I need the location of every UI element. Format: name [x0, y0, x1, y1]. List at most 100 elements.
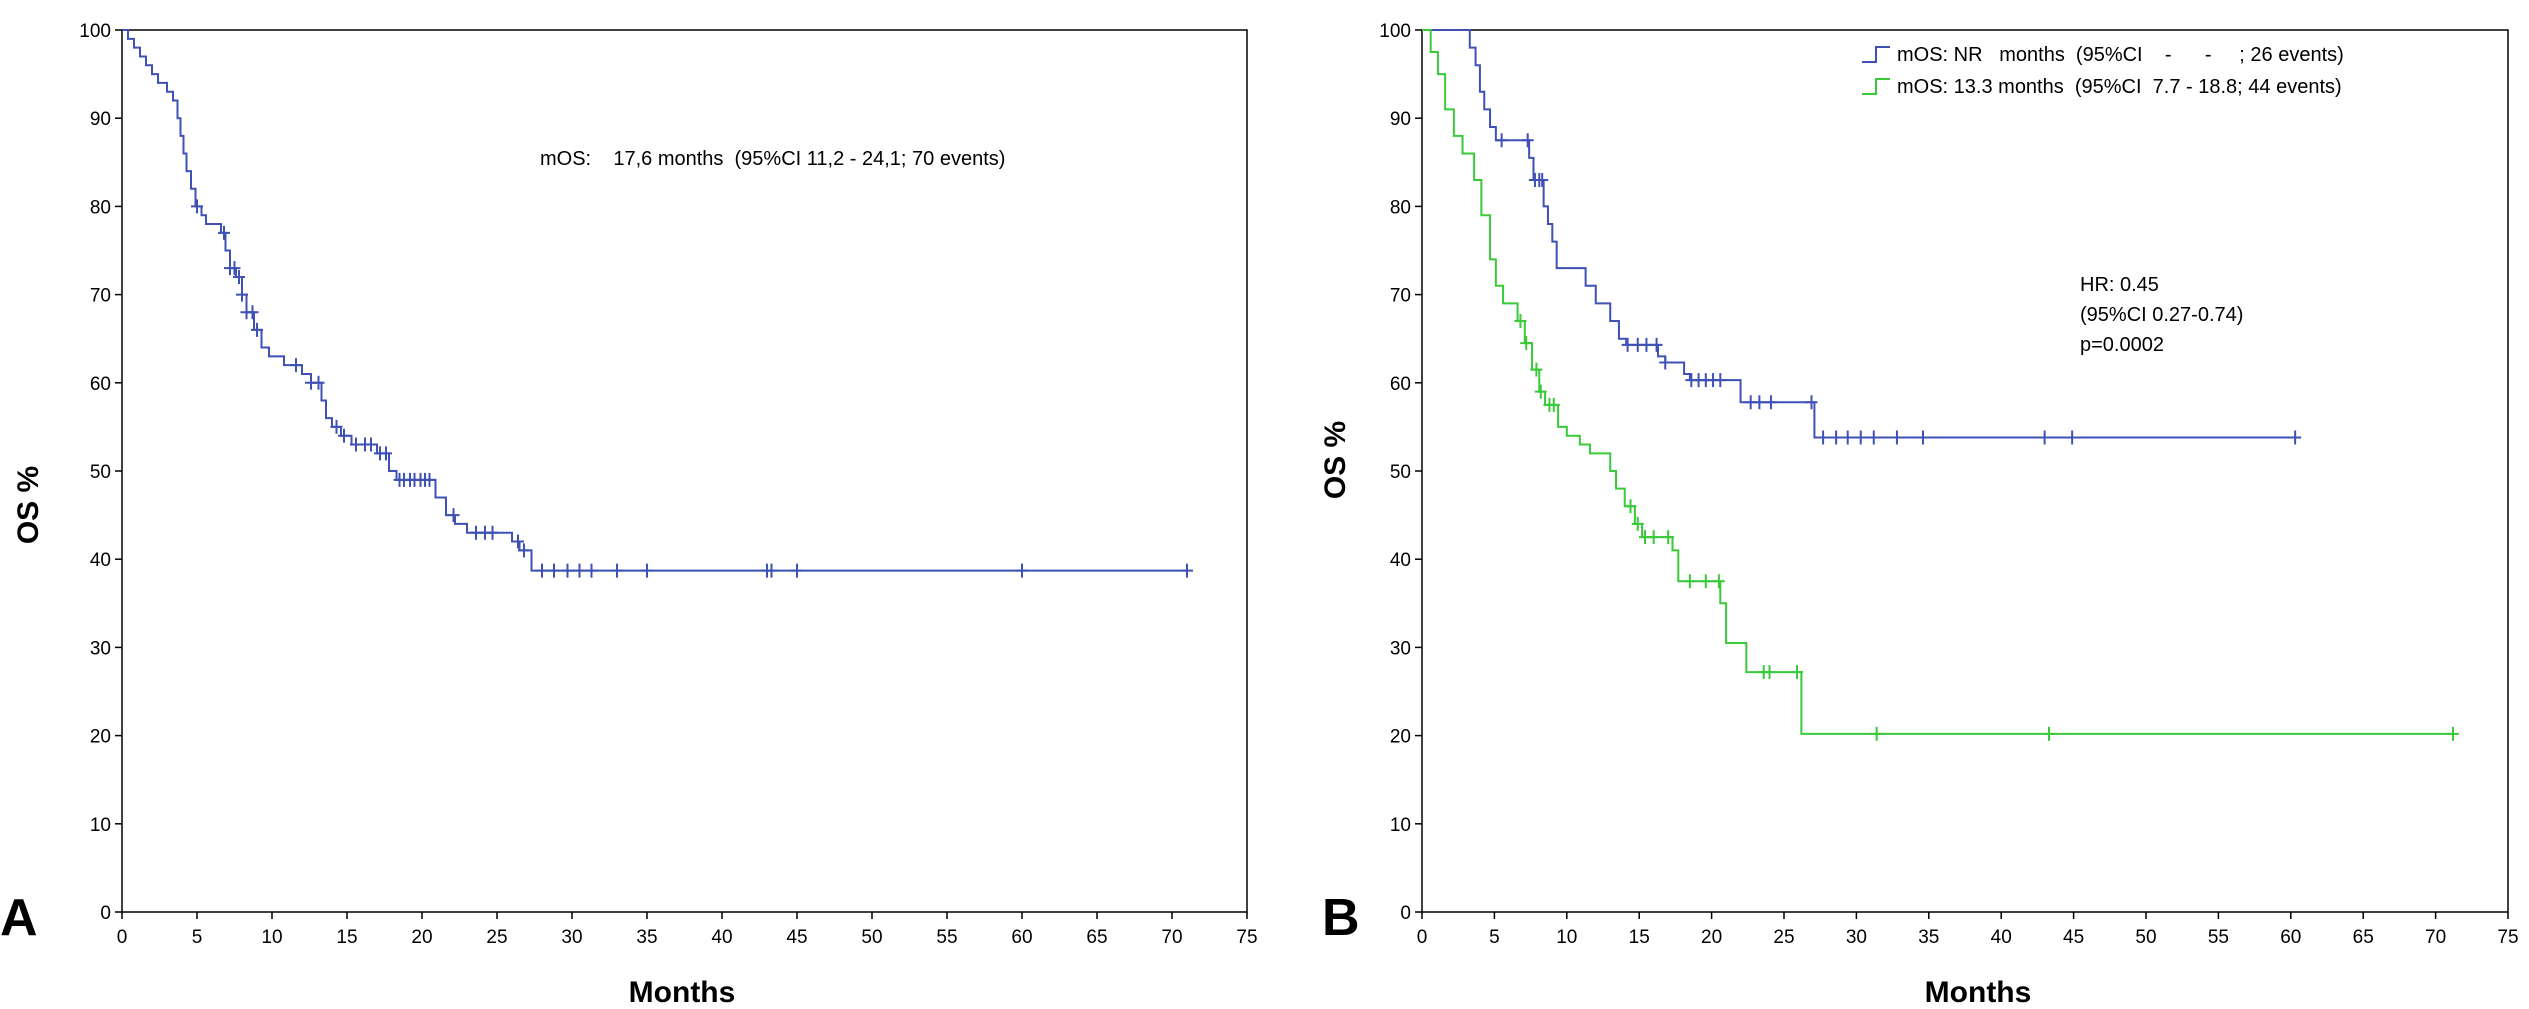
censor-mark	[1640, 337, 1653, 352]
panel-b-chart: B OS % Months mOS: NR months (95%CI - - …	[1319, 21, 2519, 1009]
x-tick-label: 75	[2497, 927, 2518, 948]
x-tick-label: 55	[2208, 927, 2229, 948]
x-tick-label: 70	[1161, 927, 1182, 948]
x-tick-label: 75	[1236, 927, 1257, 948]
censor-mark	[228, 261, 241, 276]
censor-mark	[1624, 499, 1637, 514]
censor-mark	[1016, 563, 1028, 578]
panel-a-label: A	[0, 889, 38, 947]
censor-mark	[1890, 430, 1903, 445]
censor-mark	[1530, 362, 1543, 377]
censor-mark	[512, 534, 524, 549]
censor-mark	[1647, 530, 1660, 545]
x-tick-label: 30	[561, 927, 582, 948]
y-tick-label: 80	[1390, 197, 1411, 218]
x-tick-label: 5	[1489, 927, 1500, 948]
censor-mark	[1830, 430, 1843, 445]
censor-mark	[423, 472, 436, 487]
censor-mark	[585, 563, 598, 578]
y-tick-label: 90	[1390, 109, 1411, 130]
x-tick-label: 40	[711, 927, 732, 948]
panel-a-mos-annotation: mOS: 17,6 months (95%CI 11,2 - 24,1; 70 …	[540, 148, 1005, 170]
censor-mark	[791, 563, 803, 578]
y-tick-label: 20	[1390, 727, 1411, 748]
x-tick-label: 10	[1556, 927, 1577, 948]
censor-mark	[1631, 516, 1644, 531]
panel-b-y-axis-title: OS %	[1319, 421, 1352, 499]
x-tick-label: 15	[336, 927, 357, 948]
y-tick-label: 0	[100, 903, 111, 924]
hr-value: HR: 0.45	[2080, 274, 2159, 296]
x-tick-label: 25	[1773, 927, 1794, 948]
x-tick-label: 50	[861, 927, 882, 948]
panel-a-curves	[122, 29, 1193, 578]
y-tick-label: 50	[90, 462, 111, 483]
panel-b-plot-frame	[1421, 29, 2509, 913]
x-tick-label: 10	[261, 927, 282, 948]
censor-mark	[1495, 133, 1508, 148]
panel-a-chart: A OS % Months mOS: 17,6 months (95%CI 11…	[0, 21, 1258, 1009]
censor-mark	[2446, 726, 2459, 741]
y-tick-label: 10	[90, 815, 111, 836]
censor-mark	[548, 563, 560, 578]
censor-mark	[2066, 430, 2079, 445]
censor-mark	[536, 563, 548, 578]
panel-b-hr-annotation: HR: 0.45 (95%CI 0.27-0.74) p=0.0002	[2080, 274, 2243, 356]
censor-mark	[2042, 726, 2055, 741]
censor-mark	[1514, 314, 1527, 329]
km-curve-series-1	[1422, 29, 2296, 439]
panel-a-y-ticks: 0 10 20 30 40 50 60 70 80 90 100	[79, 21, 122, 924]
censor-mark	[1791, 665, 1804, 680]
censor-mark	[1763, 665, 1776, 680]
censor-mark	[1547, 397, 1560, 412]
x-tick-label: 65	[2353, 927, 2374, 948]
censor-mark	[2038, 430, 2051, 445]
x-tick-label: 20	[1701, 927, 1722, 948]
legend-line-1	[1862, 46, 1890, 63]
km-curve-series-1	[122, 29, 1187, 572]
censor-mark	[447, 508, 460, 523]
censor-mark	[1712, 574, 1725, 589]
y-tick-label: 0	[1400, 903, 1411, 924]
panel-b-legend: mOS: NR months (95%CI - - ; 26 events) m…	[1862, 44, 2344, 98]
censor-mark	[1805, 395, 1818, 410]
y-tick-label: 20	[90, 727, 111, 748]
y-tick-label: 70	[1390, 286, 1411, 307]
censor-mark	[1662, 530, 1675, 545]
censor-mark	[1714, 373, 1727, 388]
y-tick-label: 30	[90, 638, 111, 659]
censor-mark	[1854, 430, 1867, 445]
panel-a-y-axis-title: OS %	[12, 466, 45, 544]
x-tick-label: 35	[636, 927, 657, 948]
censor-mark	[1520, 336, 1533, 351]
censor-mark	[236, 287, 248, 302]
censor-mark	[1536, 172, 1549, 187]
censor-mark	[2289, 430, 2302, 445]
panel-a-x-ticks: 0 5 10 15 20 25 30 35 40 45 50 55 60 65 70 75	[117, 912, 1258, 948]
censor-mark	[1867, 430, 1880, 445]
y-tick-label: 60	[1390, 374, 1411, 395]
censor-mark	[1841, 430, 1854, 445]
censor-mark	[330, 419, 343, 434]
x-tick-label: 40	[1991, 927, 2012, 948]
censor-mark	[1699, 574, 1712, 589]
censor-mark	[191, 199, 203, 214]
x-tick-label: 45	[2063, 927, 2084, 948]
y-tick-label: 100	[79, 21, 111, 42]
panel-b-y-ticks: 0 10 20 30 40 50 60 70 80 90 100	[1379, 21, 1422, 924]
censor-mark	[1764, 395, 1777, 410]
censor-mark	[1753, 395, 1766, 410]
panel-b-x-axis-title: Months	[1925, 976, 2032, 1009]
y-tick-label: 40	[90, 550, 111, 571]
censor-mark	[246, 305, 259, 320]
x-tick-label: 30	[1846, 927, 1867, 948]
panel-b-curves	[1422, 29, 2459, 741]
legend-line-2	[1862, 78, 1890, 95]
y-tick-label: 50	[1390, 462, 1411, 483]
x-tick-label: 0	[117, 927, 128, 948]
censor-mark	[1917, 430, 1930, 445]
y-tick-label: 80	[90, 197, 111, 218]
censor-mark	[312, 375, 325, 390]
legend-label-1: mOS: NR months (95%CI - - ; 26 events)	[1897, 44, 2344, 66]
censor-mark	[290, 358, 302, 373]
